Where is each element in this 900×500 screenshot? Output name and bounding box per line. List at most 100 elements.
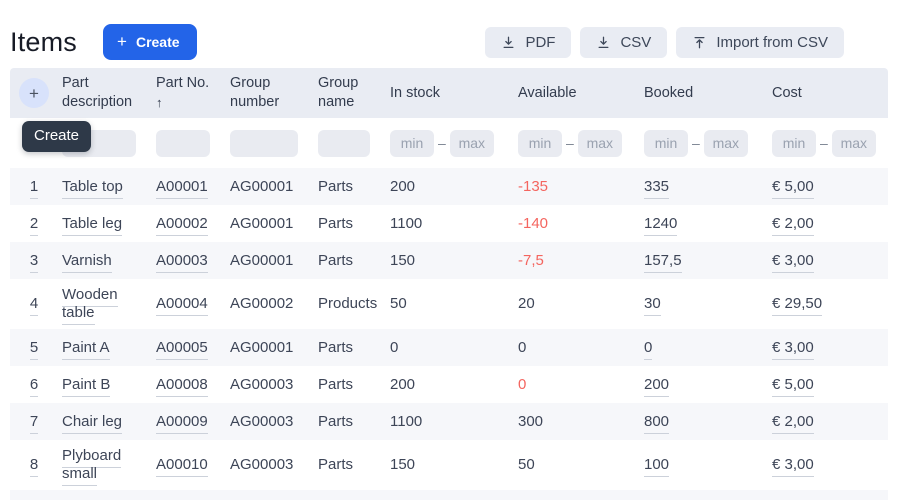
part-no-link[interactable]: A00010 (156, 456, 208, 477)
group-name-value: Products (318, 295, 378, 312)
booked-link[interactable]: 0 (644, 338, 653, 360)
column-header-group-number[interactable]: Group number (224, 68, 312, 118)
in-stock-value: 1100 (390, 412, 423, 430)
part-no-link[interactable]: A00009 (156, 412, 208, 434)
table-header-row: + Part description Part No. ↑ Group numb… (10, 68, 888, 118)
import-csv-button[interactable]: Import from CSV (676, 26, 844, 58)
part-no-link[interactable]: A00005 (156, 338, 208, 360)
booked-link[interactable]: 30 (644, 295, 661, 316)
table-row: 1 Table top A00001 AG00001 Parts 200 -13… (10, 168, 888, 205)
part-description-link[interactable]: Paint A (62, 338, 110, 360)
cost-link[interactable]: € 3,00 (772, 338, 814, 360)
row-number-link[interactable]: 4 (29, 295, 39, 316)
part-description-link[interactable]: Plyboard small (62, 447, 122, 486)
part-description-link[interactable]: Table leg (62, 214, 123, 236)
filter-part-no-input[interactable] (156, 129, 210, 157)
column-header-part-no-label: Part No. (156, 75, 210, 91)
column-header-cost[interactable]: Cost (766, 68, 888, 118)
table-body: 1 Table top A00001 AG00001 Parts 200 -13… (10, 168, 888, 500)
filter-group-number-input[interactable] (230, 129, 298, 157)
filter-group-name-input[interactable] (318, 129, 370, 157)
available-value: -7,5 (518, 251, 544, 269)
row-number-link[interactable]: 3 (29, 251, 39, 273)
cost-link[interactable]: € 2,00 (772, 214, 814, 236)
filter-cost-min-input[interactable] (772, 129, 816, 157)
column-header-part-no[interactable]: Part No. ↑ (150, 68, 224, 118)
cost-link[interactable]: € 3,00 (772, 251, 814, 273)
range-dash: – (566, 135, 574, 151)
available-value: 300 (518, 412, 544, 430)
part-description-link[interactable]: Chair leg (62, 412, 123, 434)
column-header-booked[interactable]: Booked (638, 68, 766, 118)
booked-link[interactable]: 1240 (644, 214, 678, 236)
cost-link[interactable]: € 3,00 (772, 456, 814, 477)
row-number-link[interactable]: 5 (29, 338, 39, 360)
in-stock-value: 0 (390, 338, 399, 356)
page-title: Items (10, 26, 78, 57)
cost-link[interactable]: € 2,00 (772, 412, 814, 434)
filter-in-stock-range: – (390, 129, 508, 157)
row-number-link[interactable]: 8 (29, 456, 39, 477)
add-row-button[interactable]: + (19, 78, 49, 108)
available-value: 50 (518, 456, 535, 473)
available-value: -140 (518, 214, 549, 232)
column-header-add: + (10, 68, 56, 118)
row-number-link[interactable]: 6 (29, 375, 39, 397)
cost-link[interactable]: € 5,00 (772, 375, 814, 397)
create-button[interactable]: + Create (103, 24, 197, 60)
part-no-link[interactable]: A00001 (156, 177, 208, 199)
filter-in-stock-min-input[interactable] (390, 129, 434, 157)
filter-available-min-input[interactable] (518, 129, 562, 157)
booked-link[interactable]: 335 (644, 177, 670, 199)
in-stock-value: 200 (390, 375, 416, 393)
group-number-value: AG00001 (230, 338, 294, 356)
part-no-link[interactable]: A00008 (156, 375, 208, 397)
export-csv-button[interactable]: CSV (580, 26, 668, 58)
column-header-available[interactable]: Available (512, 68, 638, 118)
row-number-link[interactable]: 1 (29, 177, 39, 199)
booked-link[interactable]: 157,5 (644, 251, 682, 273)
cost-link[interactable]: € 5,00 (772, 177, 814, 199)
booked-link[interactable]: 800 (644, 412, 670, 434)
filter-cost-max-input[interactable] (831, 129, 876, 157)
row-number-link[interactable]: 7 (29, 412, 39, 434)
table-row: 6 Paint B A00008 AG00003 Parts 200 0 200… (10, 366, 888, 403)
export-pdf-label: PDF (525, 33, 556, 51)
column-header-in-stock[interactable]: In stock (384, 68, 512, 118)
group-name-value: Parts (318, 177, 354, 195)
range-dash: – (820, 135, 828, 151)
range-dash: – (692, 135, 700, 151)
filter-booked-max-input[interactable] (703, 129, 748, 157)
table-row: 8 Plyboard small A00010 AG00003 Parts 15… (10, 440, 888, 490)
group-number-value: AG00003 (230, 412, 294, 430)
cost-link[interactable]: € 29,50 (772, 295, 823, 316)
part-description-link[interactable]: Wooden table (62, 286, 118, 325)
booked-link[interactable]: 200 (644, 375, 670, 397)
part-description-link[interactable]: Varnish (62, 251, 112, 273)
in-stock-value: 150 (390, 251, 416, 269)
filter-available-max-input[interactable] (577, 129, 622, 157)
table-filter-row: – – – (10, 118, 888, 168)
group-number-value: AG00003 (230, 456, 294, 473)
part-no-link[interactable]: A00002 (156, 214, 208, 236)
group-number-value: AG00001 (230, 177, 294, 195)
part-no-link[interactable]: A00004 (156, 295, 208, 316)
row-number-link[interactable]: 2 (29, 214, 39, 236)
group-number-value: AG00002 (230, 295, 294, 312)
filter-in-stock-max-input[interactable] (449, 129, 494, 157)
group-name-value: Parts (318, 375, 354, 393)
create-button-label: Create (135, 34, 180, 50)
part-description-link[interactable]: Paint B (62, 375, 111, 397)
filter-booked-min-input[interactable] (644, 129, 688, 157)
booked-link[interactable]: 100 (644, 456, 670, 477)
group-number-value: AG00001 (230, 214, 294, 232)
available-value: 20 (518, 295, 535, 312)
part-no-link[interactable]: A00003 (156, 251, 208, 273)
column-header-part-description[interactable]: Part description (56, 68, 150, 118)
column-header-group-name[interactable]: Group name (312, 68, 384, 118)
part-description-link[interactable]: Table top (62, 177, 123, 199)
table-row: 7 Chair leg A00009 AG00003 Parts 1100 30… (10, 403, 888, 440)
export-pdf-button[interactable]: PDF (485, 26, 572, 58)
plus-icon: + (117, 32, 127, 51)
